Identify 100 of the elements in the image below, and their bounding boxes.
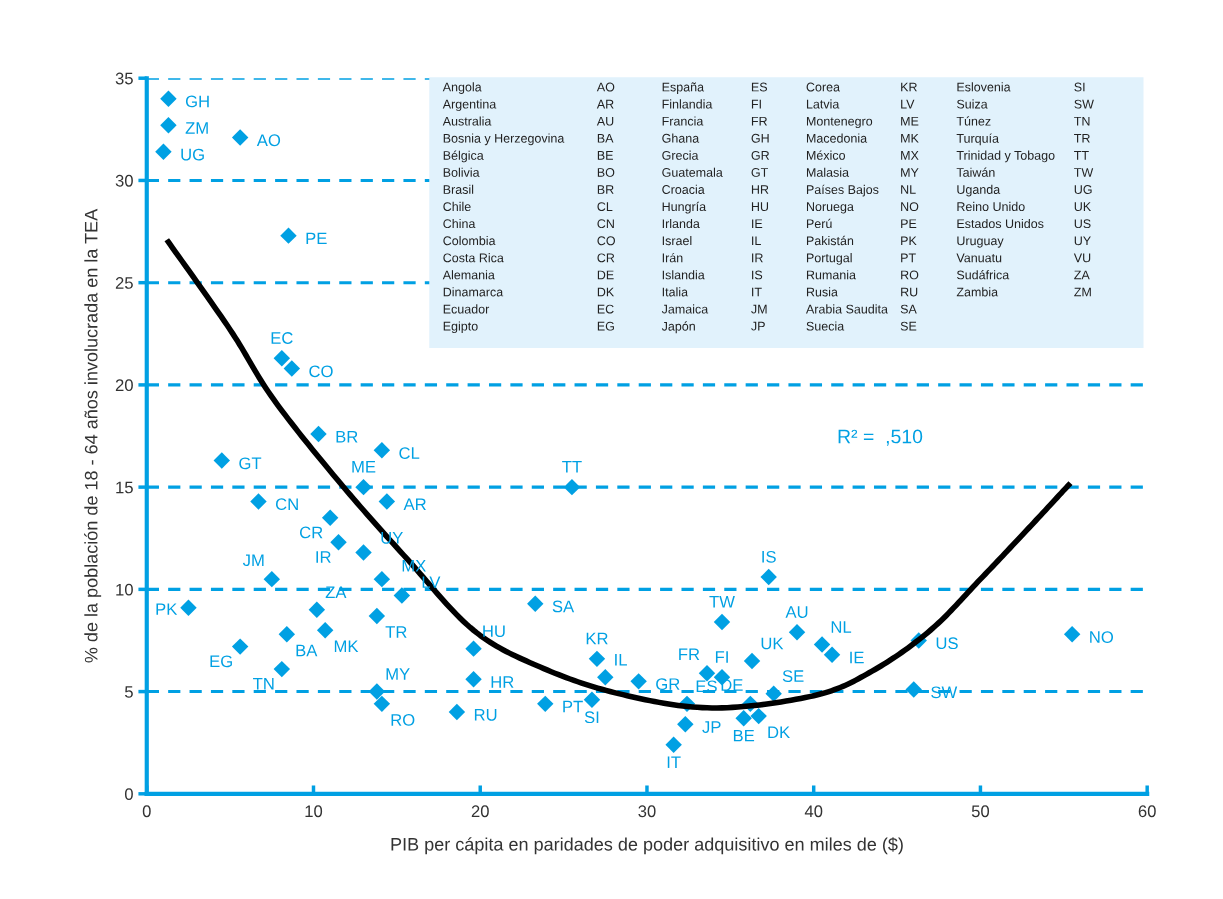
annotation: IE — [850, 651, 864, 664]
annotation: SE — [782, 670, 804, 682]
point — [665, 736, 682, 753]
annotation: RU — [901, 287, 918, 297]
annotation: TT — [562, 461, 582, 473]
annotation: BR — [336, 430, 358, 443]
point — [823, 646, 841, 663]
point — [750, 707, 767, 725]
annotation: HR — [751, 185, 769, 194]
annotation: Vanuatu — [956, 253, 1002, 263]
point — [263, 570, 281, 588]
annotation: Francia — [662, 116, 704, 126]
annotation: TN — [1074, 116, 1090, 126]
annotation: PK — [156, 603, 178, 615]
annotation: GR — [656, 678, 680, 691]
annotation: Rusia — [806, 287, 838, 297]
annotation: IT — [667, 756, 681, 768]
point — [465, 671, 482, 688]
point — [316, 622, 334, 639]
annotation: Islandia — [662, 270, 705, 280]
annotation: HU — [483, 625, 505, 638]
annotation: IR — [752, 253, 763, 263]
point — [160, 90, 177, 107]
annotation: AR — [596, 99, 614, 109]
annotation: Egipto — [443, 321, 478, 334]
y-tick-label: 0 — [124, 788, 133, 801]
point — [537, 695, 554, 713]
y-tick-label: 10 — [116, 583, 133, 596]
annotation: IL — [615, 654, 627, 666]
annotation: EG — [597, 321, 614, 331]
annotation: AR — [403, 498, 426, 510]
annotation: KR — [901, 82, 917, 92]
annotation: IR — [316, 551, 331, 563]
annotation: DK — [768, 726, 790, 738]
annotation: RO — [901, 270, 919, 280]
annotation: Ecuador — [443, 304, 490, 314]
annotation: AU — [785, 606, 808, 618]
point — [630, 673, 647, 690]
point — [713, 613, 731, 631]
point — [250, 493, 267, 510]
annotation: BE — [733, 729, 755, 742]
point — [788, 624, 806, 641]
x-tick-label: 0 — [142, 805, 151, 818]
annotation: IS — [752, 270, 763, 280]
annotation: FI — [751, 99, 761, 109]
x-axis-title: PIB per cápita en paridades de poder adquisitivo en miles de ($) — [391, 837, 903, 855]
annotation: FR — [751, 116, 767, 126]
annotation: JP — [702, 721, 721, 733]
x-tick-label: 40 — [804, 805, 823, 818]
annotation: BR — [597, 185, 614, 194]
point — [373, 695, 391, 713]
annotation: HR — [491, 676, 514, 688]
annotation: EC — [271, 332, 293, 344]
annotation: SW — [1074, 99, 1094, 109]
x-tick-label: 20 — [471, 805, 489, 818]
annotation: TR — [1074, 133, 1090, 143]
annotation: PT — [901, 253, 916, 263]
annotation: Rumania — [806, 270, 856, 280]
annotation: Israel — [662, 236, 692, 246]
annotation: GT — [239, 457, 262, 470]
annotation: PK — [901, 236, 917, 246]
annotation: Bosnia y Herzegovina — [443, 133, 565, 146]
annotation: MY — [901, 168, 919, 177]
annotation: Irlanda — [662, 218, 700, 229]
annotation: SA — [900, 304, 917, 314]
annotation: RU — [474, 709, 497, 721]
annotation: MK — [334, 640, 359, 653]
point — [448, 703, 466, 721]
annotation: ZA — [1074, 270, 1090, 280]
annotation: US — [1074, 219, 1091, 229]
annotation: CO — [309, 365, 333, 378]
annotation: CO — [597, 236, 615, 246]
point — [765, 685, 782, 702]
point — [273, 350, 291, 367]
point — [743, 652, 761, 670]
annotation: Trinidad y Tobago — [956, 150, 1055, 163]
annotation: JM — [751, 304, 767, 314]
annotation: DK — [597, 287, 615, 297]
point — [368, 607, 386, 625]
annotation: Grecia — [662, 150, 699, 160]
point — [330, 534, 347, 551]
x-tick-label: 60 — [1138, 805, 1156, 818]
annotation: ZM — [185, 122, 208, 134]
y-axis-title: % de la población de 18 - 64 años involucrada en la TEA — [84, 208, 102, 663]
point — [355, 544, 372, 561]
annotation: Noruega — [806, 202, 854, 214]
annotation: PE — [306, 232, 327, 245]
point — [160, 117, 177, 134]
point — [465, 640, 482, 657]
annotation: Turquía — [956, 133, 999, 146]
point — [155, 143, 172, 161]
annotation: Suiza — [956, 99, 988, 109]
annotation: Montenegro — [806, 116, 873, 129]
y-tick-label: 30 — [115, 174, 133, 187]
point — [393, 587, 411, 604]
y-tick-label: 20 — [115, 379, 133, 392]
annotation: Perú — [806, 218, 832, 229]
x-tick-label: 10 — [305, 805, 323, 818]
point — [563, 478, 581, 496]
annotation: Bélgica — [443, 150, 484, 163]
